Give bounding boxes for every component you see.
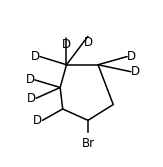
- Text: D: D: [62, 38, 71, 51]
- Text: D: D: [127, 50, 136, 63]
- Text: D: D: [33, 114, 43, 127]
- Text: D: D: [26, 73, 35, 86]
- Text: Br: Br: [81, 137, 95, 150]
- Text: D: D: [83, 36, 93, 49]
- Text: D: D: [31, 50, 40, 63]
- Text: D: D: [27, 92, 36, 105]
- Text: D: D: [131, 65, 140, 78]
